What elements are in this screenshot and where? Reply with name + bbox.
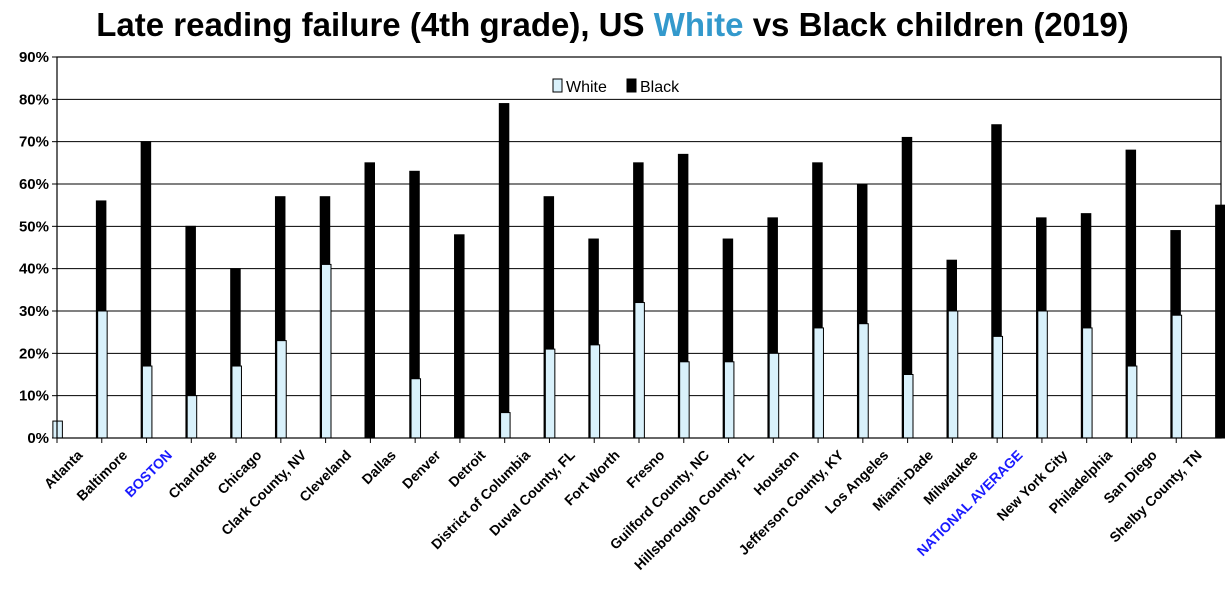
bar-white	[1082, 327, 1093, 439]
bar-white	[589, 344, 601, 439]
legend-label-black: Black	[640, 79, 680, 96]
y-tick-label: 20%	[19, 345, 49, 362]
chart-title-prefix: Late reading failure (4th grade), US	[96, 6, 654, 43]
bar-white	[903, 374, 914, 439]
y-axis-ticks: 0% 10% 20% 30% 40% 50% 60% 70% 80% 90%	[19, 49, 57, 447]
plot-area-frame	[56, 56, 1222, 439]
bar-white	[1171, 314, 1183, 439]
y-tick-label: 0%	[27, 430, 49, 447]
bar-white	[813, 327, 824, 439]
chart-title: Late reading failure (4th grade), US Whi…	[0, 2, 1225, 48]
y-tick-label: 80%	[19, 91, 49, 108]
bar-white	[947, 310, 959, 439]
y-tick-label: 70%	[19, 134, 49, 151]
legend-swatch-white	[552, 78, 563, 93]
x-category-label: Detroit	[445, 447, 488, 490]
y-tick-label: 10%	[19, 388, 49, 405]
bar-white	[141, 365, 153, 439]
chart-title-highlight: White	[653, 6, 744, 43]
bars	[52, 103, 1225, 439]
bar-white	[276, 340, 287, 439]
bar-white	[679, 361, 690, 439]
x-category-label: Denver	[399, 446, 444, 491]
bar-black	[498, 103, 510, 439]
x-category-label: Atlanta	[41, 447, 86, 492]
bar-white	[500, 412, 511, 439]
bar-black	[1215, 204, 1225, 439]
x-category-label: Fresno	[623, 447, 667, 491]
bar-white	[410, 378, 422, 439]
bar-white	[544, 348, 556, 439]
bar-black	[454, 234, 465, 439]
y-tick-label: 90%	[19, 49, 49, 66]
bar-white	[768, 352, 780, 439]
bar-white	[723, 361, 735, 439]
bar-white	[97, 310, 108, 439]
chart-title-suffix: vs Black children (2019)	[743, 6, 1129, 43]
y-tick-label: 30%	[19, 303, 49, 320]
x-category-label: Dallas	[358, 447, 399, 488]
bar-white	[321, 263, 332, 439]
y-tick-label: 50%	[19, 218, 49, 235]
x-axis-labels: AtlantaBaltimoreBOSTONCharlotteChicagoCl…	[41, 438, 1205, 573]
bar-white	[186, 395, 198, 439]
y-tick-label: 40%	[19, 261, 49, 278]
bar-white	[1126, 365, 1138, 439]
bar-white	[992, 335, 1004, 439]
legend-swatch-black	[626, 78, 637, 93]
legend-label-white: White	[566, 79, 607, 96]
bar-white	[858, 323, 869, 439]
legend: White Black	[552, 78, 680, 96]
bar-white	[231, 365, 242, 439]
bar-black	[364, 162, 375, 439]
x-category-label: Charlotte	[165, 447, 220, 502]
bar-white	[52, 420, 63, 439]
y-tick-label: 60%	[19, 176, 49, 193]
bar-white	[1037, 310, 1048, 439]
bar-white	[634, 302, 645, 439]
